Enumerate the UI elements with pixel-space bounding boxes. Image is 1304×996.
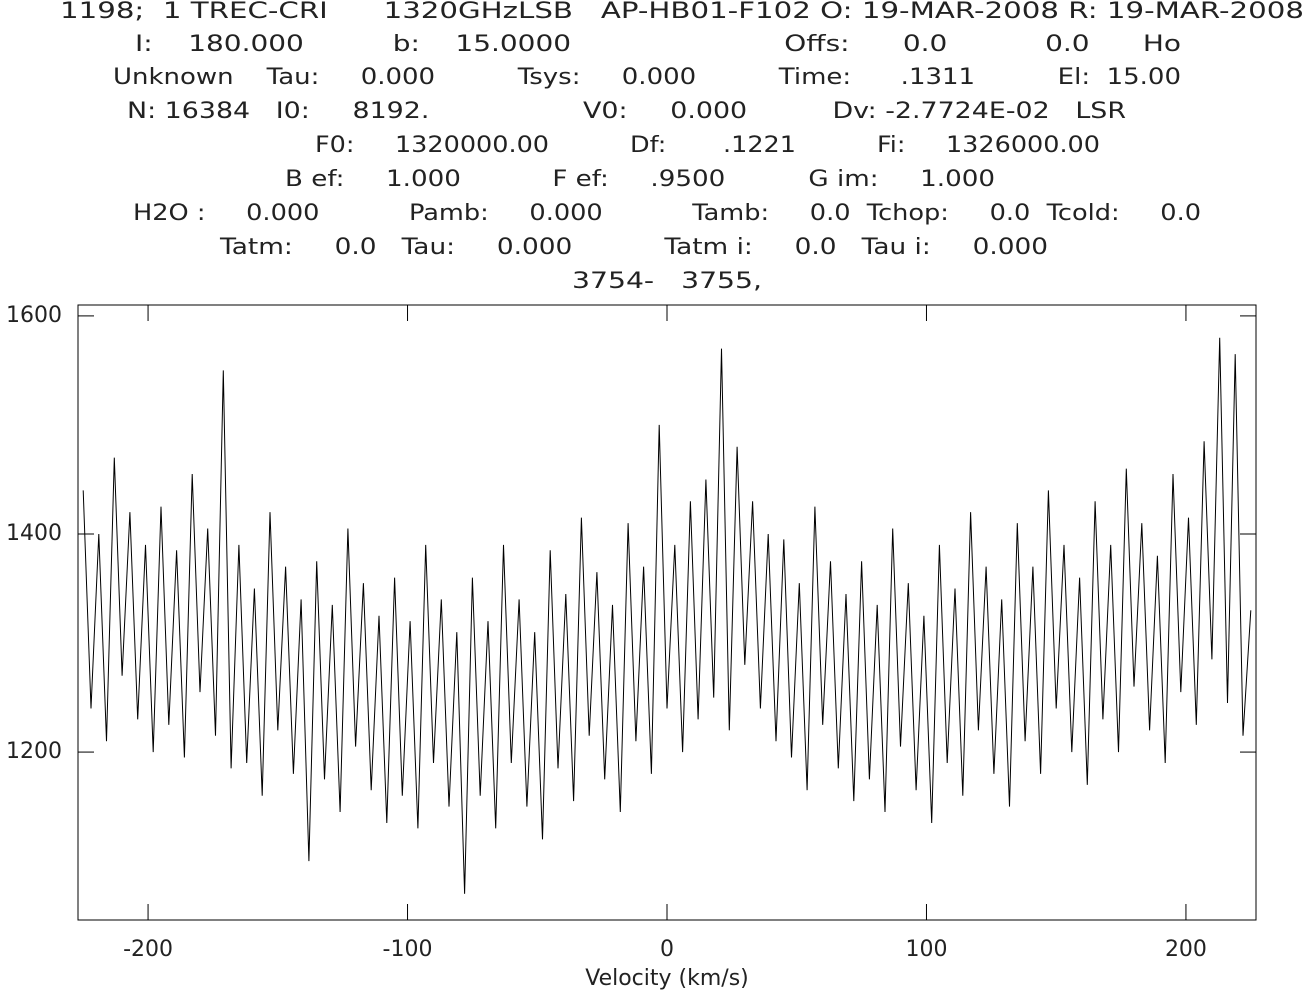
- x-tick-label: 200: [1165, 937, 1207, 962]
- x-tick-label: 0: [660, 937, 674, 962]
- y-tick-label: 1400: [6, 521, 62, 546]
- x-axis-label: Velocity (km/s): [585, 966, 749, 991]
- header-line: I: 180.000 b: 15.0000 Offs: 0.0 0.0 Ho: [135, 32, 1181, 57]
- header-line: 1198; 1 TREC-CRI 1320GHzLSB AP-HB01-F102…: [60, 0, 1304, 24]
- spectrum-line: [82, 337, 1252, 894]
- header-line: B ef: 1.000 F ef: .9500 G im: 1.000: [285, 167, 995, 192]
- x-tick-label: -100: [383, 937, 433, 962]
- x-tick-label: -200: [123, 937, 173, 962]
- plot-frame: [77, 304, 1257, 921]
- x-tick-label: 100: [905, 937, 947, 962]
- header-line: Tatm: 0.0 Tau: 0.000 Tatm i: 0.0 Tau i: …: [219, 235, 1048, 260]
- y-tick-label: 1200: [6, 739, 62, 764]
- header-line: H2O : 0.000 Pamb: 0.000 Tamb: 0.0 Tchop:…: [133, 201, 1201, 226]
- header-line: Unknown Tau: 0.000 Tsys: 0.000 Time: .13…: [113, 65, 1181, 90]
- header-line: N: 16384 I0: 8192. V0: 0.000 Dv: -2.7724…: [127, 99, 1126, 124]
- y-tick-label: 1600: [6, 303, 62, 328]
- header-line: 3754- 3755,: [572, 269, 762, 294]
- header-line: F0: 1320000.00 Df: .1221 Fi: 1326000.00: [315, 133, 1100, 158]
